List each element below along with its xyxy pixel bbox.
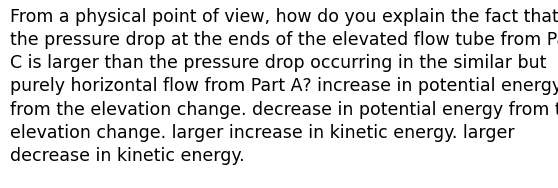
Text: From a physical point of view, how do you explain the fact that
the pressure dro: From a physical point of view, how do yo… xyxy=(10,8,558,165)
